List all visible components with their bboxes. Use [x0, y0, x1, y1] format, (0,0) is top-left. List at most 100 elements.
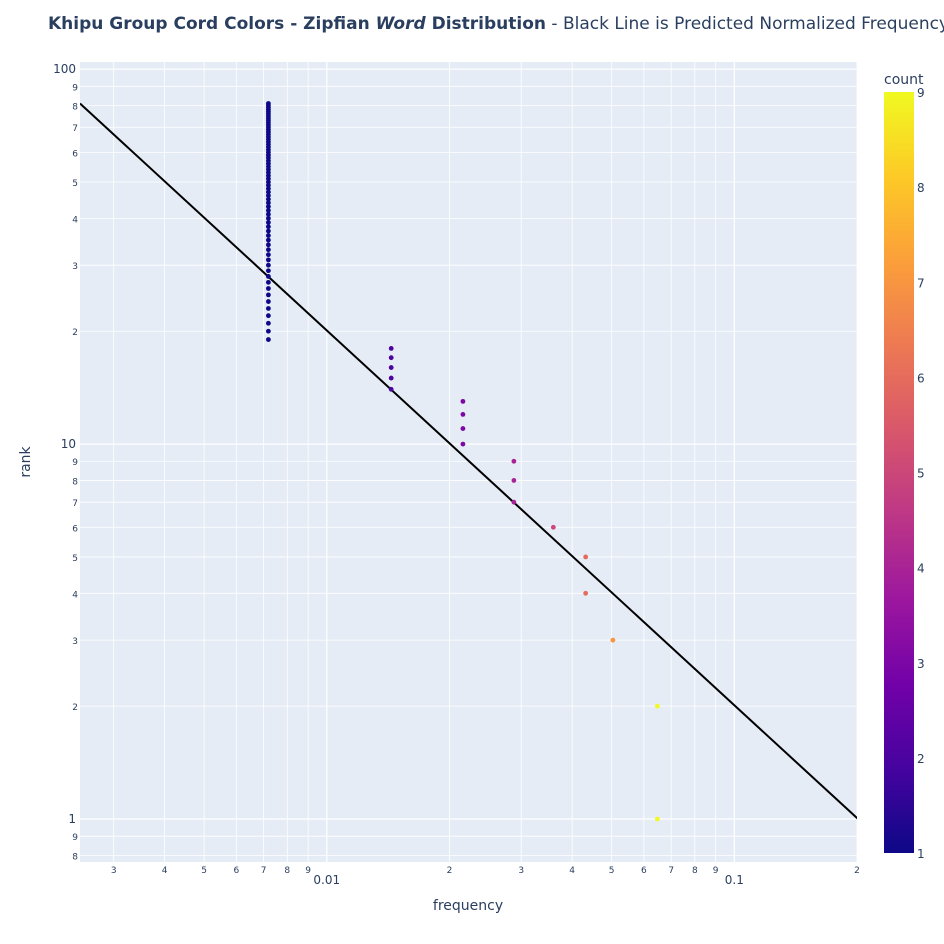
data-point: [265, 306, 271, 311]
data-point: [388, 365, 394, 370]
data-point: [265, 208, 271, 213]
y-tick-label: 5: [72, 554, 78, 564]
data-point: [460, 398, 466, 404]
x-tick-label: 2: [447, 866, 453, 876]
colorbar-tick-label: 8: [917, 181, 925, 195]
data-point: [265, 228, 271, 234]
data-point: [265, 224, 271, 230]
data-point: [265, 233, 271, 238]
x-tick-label: 7: [668, 866, 674, 876]
data-point: [388, 355, 394, 361]
y-tick-label: 8: [72, 103, 78, 113]
y-axis-title: rank: [18, 445, 34, 477]
data-point: [265, 220, 271, 225]
y-tick-label: 6: [72, 524, 78, 534]
data-point: [388, 386, 394, 392]
y-tick-label: 1: [68, 812, 76, 826]
x-tick-label: 9: [305, 866, 311, 876]
data-point: [265, 257, 271, 263]
data-point: [265, 237, 271, 243]
title-bold-2: Distribution: [425, 14, 546, 34]
x-tick-label: 2: [854, 866, 860, 876]
x-tick-label: 0.1: [725, 873, 744, 887]
title-bold-1: Khipu Group Cord Colors - Zipfian: [48, 14, 376, 34]
data-point: [460, 426, 466, 431]
data-point: [511, 478, 517, 483]
colorbar-tick-label: 9: [917, 86, 925, 100]
colorbar-tick-label: 6: [917, 371, 925, 385]
data-point: [265, 186, 271, 192]
data-point: [265, 193, 271, 199]
data-point: [265, 313, 271, 319]
y-tick-label: 9: [72, 833, 78, 843]
data-point: [265, 182, 271, 188]
y-tick-label: 3: [72, 637, 78, 647]
gridlines: [80, 62, 858, 862]
y-tick-label: 4: [72, 590, 78, 600]
x-tick-label: 5: [201, 866, 207, 876]
colorbar-tick-label: 4: [917, 562, 925, 576]
data-point: [265, 292, 271, 298]
data-point: [265, 299, 271, 304]
y-tick-label: 7: [72, 124, 78, 134]
tick-labels: 3 4 5 6 7 8 90.012 3 4 5 6 7 8 90.1289123456789102345…: [53, 62, 860, 887]
colorbar-tick-label: 3: [917, 657, 925, 671]
y-tick-label: 4: [72, 215, 78, 225]
data-point: [265, 200, 271, 206]
y-tick-label: 2: [72, 703, 78, 713]
data-point: [583, 590, 589, 596]
x-tick-label: 6: [234, 866, 240, 876]
data-point: [265, 268, 271, 274]
data-point: [265, 215, 271, 221]
data-point: [265, 242, 271, 248]
data-point: [265, 211, 271, 217]
x-axis-title: frequency: [433, 898, 503, 914]
data-point: [265, 262, 271, 268]
data-point: [265, 101, 271, 106]
x-tick-label: 6: [641, 866, 647, 876]
data-point: [265, 189, 271, 195]
data-point: [460, 441, 466, 447]
y-tick-label: 8: [72, 852, 78, 862]
data-point: [654, 703, 660, 709]
colorbar-tick-label: 2: [917, 752, 925, 766]
data-point: [265, 337, 271, 342]
x-tick-label: 3: [518, 866, 524, 876]
data-point: [265, 196, 271, 202]
data-point: [583, 554, 589, 560]
title-bold-italic: Word: [375, 14, 426, 34]
scatter-points: [265, 101, 660, 822]
data-point: [654, 816, 660, 822]
predicted-line-layer: [80, 102, 857, 820]
colorbar: [884, 92, 914, 853]
data-point: [265, 328, 271, 334]
title-rest: - Black Line is Predicted Normalized Fre…: [546, 14, 944, 34]
data-point: [550, 524, 556, 530]
data-point: [511, 499, 517, 505]
y-tick-label: 7: [72, 499, 78, 509]
y-tick-label: 3: [72, 262, 78, 272]
y-tick-label: 9: [72, 83, 78, 93]
y-tick-label: 10: [61, 437, 76, 451]
data-point: [265, 247, 271, 253]
colorbar-title: count: [884, 72, 924, 88]
colorbar-tick-label: 7: [917, 276, 925, 290]
data-point: [265, 279, 271, 285]
x-tick-label: 0.01: [313, 873, 340, 887]
x-tick-label: 8: [692, 866, 698, 876]
data-point: [265, 274, 271, 279]
y-tick-label: 5: [72, 179, 78, 189]
x-tick-label: 5: [609, 866, 615, 876]
x-tick-label: 4: [569, 866, 575, 876]
colorbar-ticks: 1 2 3 4 5 6 7 8 9: [917, 86, 925, 861]
x-tick-label: 7: [261, 866, 267, 876]
colorbar-tick-label: 5: [917, 467, 925, 481]
data-point: [388, 345, 394, 351]
data-point: [610, 637, 616, 643]
data-point: [265, 286, 271, 291]
x-tick-label: 4: [162, 866, 168, 876]
data-point: [511, 458, 517, 464]
y-tick-label: 8: [72, 477, 78, 487]
y-tick-label: 100: [53, 62, 76, 76]
